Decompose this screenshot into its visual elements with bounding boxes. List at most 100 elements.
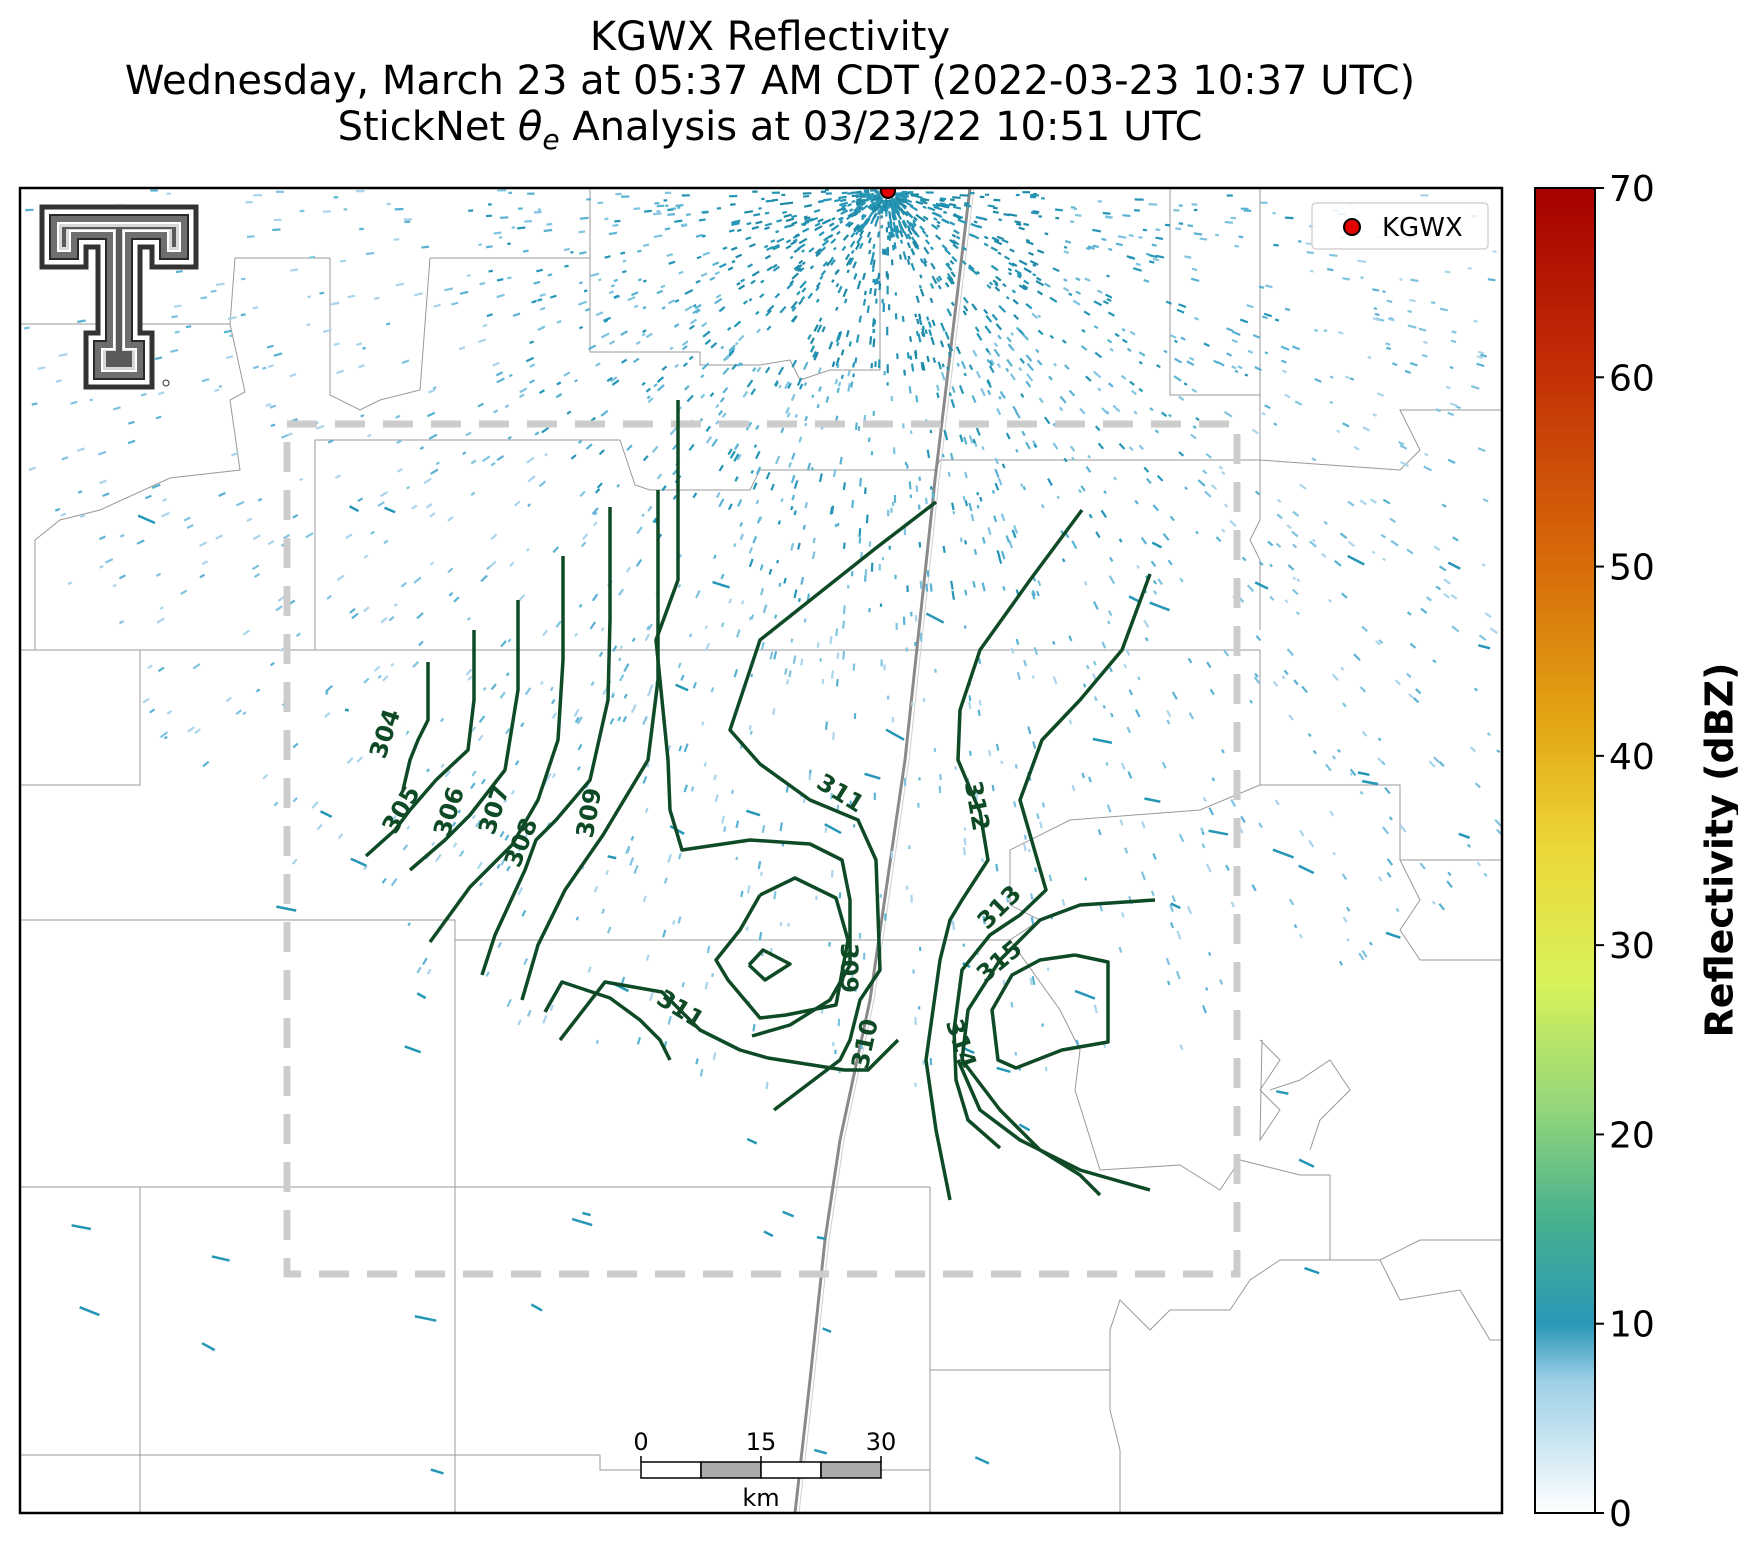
reflectivity-gate (1234, 369, 1239, 374)
reflectivity-gate (1201, 843, 1206, 849)
reflectivity-gate (910, 894, 913, 903)
reflectivity-gate (798, 237, 808, 245)
reflectivity-gate (878, 283, 882, 291)
reflectivity-gate (830, 238, 837, 245)
reflectivity-gate (305, 532, 314, 539)
reflectivity-gate (526, 456, 535, 464)
reflectivity-gate (830, 870, 834, 878)
reflectivity-gate (692, 308, 700, 315)
reflectivity-gate (385, 322, 391, 326)
reflectivity-gate (677, 916, 682, 924)
reflectivity-gate (922, 1060, 925, 1065)
reflectivity-gate (829, 506, 834, 515)
reflectivity-gate (684, 305, 693, 312)
reflectivity-gate (983, 242, 989, 247)
reflectivity-gate (829, 636, 833, 645)
reflectivity-gate (984, 193, 990, 196)
reflectivity-gate (199, 573, 206, 579)
reflectivity-gate (683, 784, 688, 793)
reflectivity-gate (673, 323, 680, 328)
reflectivity-gate (869, 197, 876, 203)
reflectivity-gate (518, 393, 525, 399)
reflectivity-gate (784, 380, 790, 390)
reflectivity-gate (1419, 862, 1426, 870)
reflectivity-gate (756, 328, 761, 334)
reflectivity-gate (873, 278, 877, 286)
reflectivity-gate (968, 502, 973, 512)
reflectivity-gate (842, 234, 850, 241)
reflectivity-gate (1231, 338, 1239, 344)
reflectivity-gate (489, 560, 497, 568)
reflectivity-gate (636, 1036, 641, 1045)
reflectivity-gate (1205, 452, 1213, 459)
reflectivity-gate (529, 340, 535, 345)
reflectivity-gate (906, 242, 912, 249)
reflectivity-gate (574, 716, 580, 724)
reflectivity-gate (503, 798, 508, 804)
reflectivity-gate (968, 364, 974, 371)
reflectivity-gate (690, 786, 695, 792)
reflectivity-gate (773, 650, 778, 660)
reflectivity-gate (229, 334, 233, 338)
reflectivity-gate (968, 264, 975, 271)
reflectivity-gate (1152, 853, 1157, 860)
reflectivity-gate (791, 306, 797, 312)
reflectivity-gate (1420, 607, 1428, 614)
reflectivity-gate (803, 618, 807, 623)
reflectivity-gate (645, 954, 650, 961)
reflectivity-gate (936, 224, 941, 228)
reflectivity-gate (1258, 822, 1263, 829)
reflectivity-gate (784, 667, 788, 675)
reflectivity-gate (539, 306, 546, 311)
reflectivity-gate (1134, 709, 1141, 718)
reflectivity-gate (1399, 278, 1403, 281)
reflectivity-gate (688, 443, 695, 451)
reflectivity-gate (927, 321, 932, 328)
reflectivity-gate (1034, 867, 1038, 873)
reflectivity-gate (273, 218, 282, 222)
reflectivity-gate (1001, 463, 1006, 469)
reflectivity-gate (326, 594, 333, 600)
reflectivity-gate (257, 497, 263, 502)
reflectivity-gate (382, 675, 389, 682)
reflectivity-gate (598, 651, 604, 658)
reflectivity-gate (701, 362, 710, 371)
reflectivity-gate (266, 344, 274, 349)
reflectivity-gate (267, 364, 274, 368)
reflectivity-gate (819, 275, 824, 280)
reflectivity-gate (633, 864, 639, 875)
reflectivity-gate (1353, 653, 1361, 662)
reflectivity-gate (930, 336, 935, 346)
reflectivity-gate (448, 591, 454, 597)
reflectivity-gate (1085, 466, 1092, 473)
reflectivity-gate (922, 261, 928, 267)
reflectivity-gate (1107, 610, 1113, 617)
reflectivity-gate (885, 728, 905, 741)
reflectivity-gate (951, 386, 956, 394)
reflectivity-gate (914, 615, 918, 622)
reflectivity-gate (357, 497, 364, 503)
reflectivity-gate (791, 272, 799, 280)
reflectivity-gate (527, 192, 535, 195)
reflectivity-gate (752, 535, 758, 544)
reflectivity-gate (831, 216, 836, 221)
reflectivity-gate (776, 237, 785, 243)
reflectivity-gate (821, 326, 826, 333)
reflectivity-gate (800, 576, 805, 585)
reflectivity-gate (1394, 679, 1401, 686)
reflectivity-gate (1269, 563, 1273, 568)
reflectivity-gate (606, 926, 612, 934)
reflectivity-gate (824, 721, 828, 730)
reflectivity-gate (485, 245, 493, 249)
reflectivity-gate (519, 387, 528, 394)
reflectivity-gate (667, 854, 672, 863)
reflectivity-gate (824, 823, 842, 835)
reflectivity-gate (223, 329, 232, 334)
reflectivity-gate (1288, 898, 1295, 906)
reflectivity-gate (1260, 201, 1268, 204)
reflectivity-gate (590, 681, 595, 687)
reflectivity-gate (821, 239, 830, 247)
reflectivity-gate (1447, 561, 1461, 570)
reflectivity-gate (696, 255, 702, 260)
reflectivity-gate (976, 504, 980, 509)
